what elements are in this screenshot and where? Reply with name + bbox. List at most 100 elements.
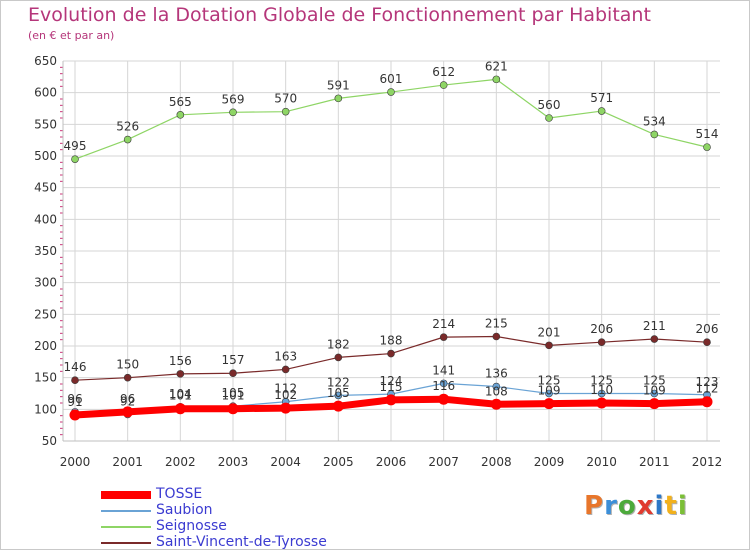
x-tick-label: 2012 xyxy=(692,455,723,469)
x-tick-label: 2005 xyxy=(323,455,354,469)
data-point xyxy=(439,333,448,341)
legend-swatch xyxy=(101,487,151,503)
data-point xyxy=(439,81,448,89)
y-tick-label: 200 xyxy=(34,339,57,353)
data-point xyxy=(387,88,395,96)
data-point xyxy=(334,353,343,362)
data-point xyxy=(438,393,450,405)
data-point xyxy=(650,335,659,343)
data-point xyxy=(280,402,292,414)
data-label: 156 xyxy=(169,354,192,368)
data-point xyxy=(597,389,606,398)
data-label: 105 xyxy=(222,386,245,400)
data-label: 92 xyxy=(120,394,135,408)
x-tick-label: 2011 xyxy=(639,455,670,469)
data-label: 514 xyxy=(696,127,719,141)
data-label: 96 xyxy=(120,392,135,406)
data-label: 102 xyxy=(274,388,297,402)
data-label: 560 xyxy=(538,98,561,112)
logo-letter: P xyxy=(584,491,605,521)
data-label: 570 xyxy=(274,92,297,106)
legend-label: Saubion xyxy=(156,502,213,518)
y-tick-label: 300 xyxy=(34,276,57,290)
data-point xyxy=(703,338,711,347)
data-label: 96 xyxy=(67,392,82,406)
data-point xyxy=(701,396,713,408)
data-label: 125 xyxy=(643,374,666,388)
x-tick-label: 2009 xyxy=(534,455,565,469)
data-label: 108 xyxy=(485,384,508,398)
data-point xyxy=(545,341,553,350)
logo-letter: r xyxy=(604,491,618,521)
data-label: 115 xyxy=(380,380,403,394)
x-tick-label: 2010 xyxy=(586,455,617,469)
data-label: 182 xyxy=(327,337,350,351)
data-point xyxy=(281,365,290,374)
x-tick-label: 2004 xyxy=(270,455,301,469)
data-label: 122 xyxy=(327,375,350,389)
logo-letter: x xyxy=(636,491,655,521)
legend-label: Seignosse xyxy=(156,518,227,534)
data-point xyxy=(597,338,606,347)
data-label: 201 xyxy=(538,325,561,339)
data-label: 206 xyxy=(696,322,719,336)
data-label: 495 xyxy=(64,139,87,153)
legend-swatch xyxy=(101,503,151,519)
data-label: 141 xyxy=(432,363,455,377)
data-point xyxy=(492,332,501,341)
data-label: 591 xyxy=(327,78,350,92)
data-point xyxy=(385,394,397,406)
legend-item: Saint-Vincent-de-Tyrosse xyxy=(101,534,361,551)
legend-item: TOSSE xyxy=(101,486,361,503)
chart-title: Evolution de la Dotation Globale de Fonc… xyxy=(28,4,651,26)
data-label: 215 xyxy=(485,317,508,331)
data-label: 612 xyxy=(432,65,455,79)
data-point xyxy=(71,376,79,385)
data-point xyxy=(650,130,659,139)
logo-letter: i xyxy=(677,491,688,521)
data-point xyxy=(596,397,608,409)
legend-item: Seignosse xyxy=(101,518,361,535)
data-point xyxy=(122,406,134,418)
x-tick-label: 2000 xyxy=(60,455,91,469)
data-label: 188 xyxy=(380,334,403,348)
data-label: 105 xyxy=(327,386,350,400)
data-label: 621 xyxy=(485,59,508,73)
x-tick-label: 2002 xyxy=(165,455,196,469)
y-tick-label: 100 xyxy=(34,402,57,416)
data-label: 101 xyxy=(169,389,192,403)
proxiti-logo: Proxiti xyxy=(584,491,688,521)
x-tick-label: 2006 xyxy=(376,455,407,469)
y-tick-label: 450 xyxy=(34,181,57,195)
data-point xyxy=(648,398,660,410)
data-point xyxy=(174,403,186,415)
data-label: 150 xyxy=(116,358,139,372)
data-point xyxy=(703,143,711,151)
x-tick-label: 2008 xyxy=(481,455,512,469)
y-tick-label: 350 xyxy=(34,244,57,258)
y-tick-label: 250 xyxy=(34,307,57,321)
data-point xyxy=(69,409,81,421)
legend-label: TOSSE xyxy=(156,486,203,502)
data-label: 91 xyxy=(67,395,82,409)
data-point xyxy=(492,75,501,84)
data-label: 136 xyxy=(485,367,508,381)
data-label: 116 xyxy=(432,379,455,393)
data-label: 601 xyxy=(380,72,403,86)
data-label: 146 xyxy=(64,360,87,374)
data-label: 101 xyxy=(222,389,245,403)
data-point xyxy=(490,398,502,410)
data-label: 526 xyxy=(116,120,139,134)
data-point xyxy=(229,369,237,378)
data-label: 124 xyxy=(380,374,403,388)
data-point xyxy=(176,111,185,119)
data-label: 534 xyxy=(643,114,666,128)
logo-letter: i xyxy=(654,491,665,521)
data-point xyxy=(334,94,343,103)
y-tick-label: 400 xyxy=(34,212,57,226)
data-point xyxy=(543,398,555,410)
data-point xyxy=(650,389,659,398)
data-point xyxy=(545,389,553,398)
